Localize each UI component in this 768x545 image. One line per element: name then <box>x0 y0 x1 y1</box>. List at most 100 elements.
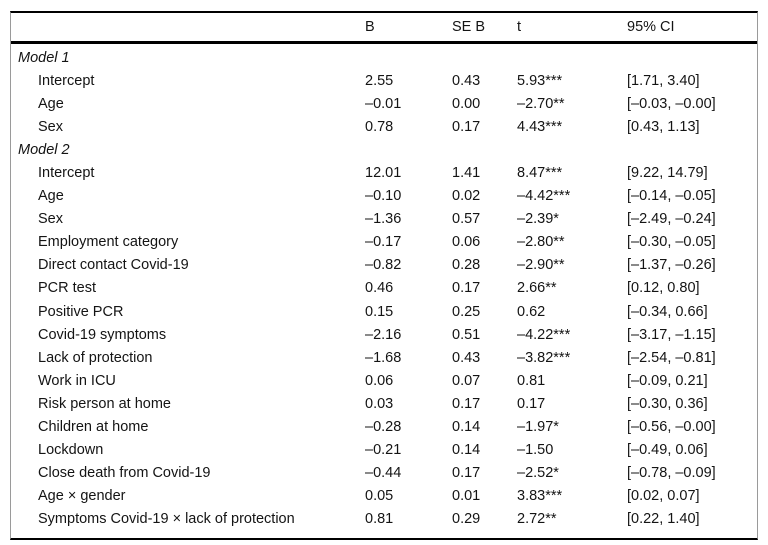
cell-ci: [–0.78, –0.09] <box>627 465 716 482</box>
row-label: Symptoms Covid-19 × lack of protection <box>38 511 295 528</box>
cell-t: –2.70** <box>517 95 565 112</box>
table-row: Age –0.10 0.02 –4.42*** [–0.14, –0.05] <box>11 185 757 208</box>
row-label: Age × gender <box>38 488 126 505</box>
cell-t: –2.52* <box>517 465 559 482</box>
cell-ci: [9.22, 14.79] <box>627 165 708 182</box>
table-row: Close death from Covid-19 –0.44 0.17 –2.52*… <box>11 462 757 485</box>
cell-ci: [0.43, 1.13] <box>627 118 700 135</box>
col-header-b: B <box>365 19 375 35</box>
row-label: Covid-19 symptoms <box>38 326 167 343</box>
cell-se-b: 0.57 <box>452 211 481 228</box>
cell-t: 2.72** <box>517 511 557 528</box>
cell-t: –1.50 <box>517 442 554 459</box>
cell-b: –0.01 <box>365 95 402 112</box>
table-row: Age × gender 0.05 0.01 3.83*** [0.02, 0.07] <box>11 485 757 508</box>
cell-se-b: 0.29 <box>452 511 481 528</box>
table-row: Age –0.01 0.00 –2.70** [–0.03, –0.00] <box>11 92 757 115</box>
cell-t: –4.42*** <box>517 188 571 205</box>
model-header-row: Model 2 <box>11 138 757 161</box>
cell-se-b: 0.01 <box>452 488 481 505</box>
col-header-se-b: SE B <box>452 19 486 35</box>
row-label: Sex <box>38 211 63 228</box>
cell-se-b: 0.14 <box>452 419 481 436</box>
cell-t: –2.39* <box>517 211 559 228</box>
table-body: Model 1 Intercept 2.55 0.43 5.93*** [1.71, 3.… <box>11 44 757 538</box>
cell-se-b: 0.00 <box>452 95 481 112</box>
table-row: Risk person at home 0.03 0.17 0.17 [–0.30, 0… <box>11 392 757 415</box>
cell-t: 3.83*** <box>517 488 563 505</box>
cell-ci: [–0.09, 0.21] <box>627 372 708 389</box>
cell-t: 0.17 <box>517 395 546 412</box>
cell-b: –2.16 <box>365 326 402 343</box>
row-label: Close death from Covid-19 <box>38 465 211 482</box>
cell-b: 0.05 <box>365 488 394 505</box>
cell-b: 0.81 <box>365 511 394 528</box>
table-row: Positive PCR 0.15 0.25 0.62 [–0.34, 0.66] <box>11 300 757 323</box>
cell-ci: [–0.56, –0.00] <box>627 419 716 436</box>
cell-ci: [–0.49, 0.06] <box>627 442 708 459</box>
row-label: Work in ICU <box>38 372 116 389</box>
row-label: Direct contact Covid-19 <box>38 257 189 274</box>
cell-b: 2.55 <box>365 72 394 89</box>
cell-ci: [–2.49, –0.24] <box>627 211 716 228</box>
table-row: Intercept 2.55 0.43 5.93*** [1.71, 3.40] <box>11 69 757 92</box>
cell-se-b: 0.17 <box>452 395 481 412</box>
table-header-row: B SE B t 95% CI <box>11 13 757 44</box>
cell-se-b: 0.02 <box>452 188 481 205</box>
table-row: Children at home –0.28 0.14 –1.97* [–0.56, –… <box>11 416 757 439</box>
row-label: Lack of protection <box>38 349 153 366</box>
row-label: Employment category <box>38 234 179 251</box>
cell-ci: [1.71, 3.40] <box>627 72 700 89</box>
cell-se-b: 0.51 <box>452 326 481 343</box>
cell-t: –2.90** <box>517 257 565 274</box>
cell-b: –0.10 <box>365 188 402 205</box>
cell-b: –0.21 <box>365 442 402 459</box>
cell-b: –0.28 <box>365 419 402 436</box>
row-label: Intercept <box>38 165 95 182</box>
table-row: Lockdown –0.21 0.14 –1.50 [–0.49, 0.06] <box>11 439 757 462</box>
cell-se-b: 0.07 <box>452 372 481 389</box>
row-label: Model 1 <box>18 49 70 66</box>
cell-se-b: 0.14 <box>452 442 481 459</box>
table-row: Covid-19 symptoms –2.16 0.51 –4.22*** [–3.17… <box>11 323 757 346</box>
row-label: Model 2 <box>18 141 70 158</box>
cell-se-b: 0.43 <box>452 349 481 366</box>
cell-ci: [–0.34, 0.66] <box>627 303 708 320</box>
row-label: Risk person at home <box>38 395 171 412</box>
cell-ci: [–2.54, –0.81] <box>627 349 716 366</box>
row-label: Positive PCR <box>38 303 124 320</box>
row-label: Lockdown <box>38 442 104 459</box>
cell-ci: [–0.03, –0.00] <box>627 95 716 112</box>
cell-ci: [0.22, 1.40] <box>627 511 700 528</box>
cell-ci: [–0.14, –0.05] <box>627 188 716 205</box>
cell-t: 0.62 <box>517 303 546 320</box>
cell-ci: [–0.30, 0.36] <box>627 395 708 412</box>
cell-b: –1.68 <box>365 349 402 366</box>
cell-se-b: 0.43 <box>452 72 481 89</box>
row-label: PCR test <box>38 280 97 297</box>
row-label: Age <box>38 188 64 205</box>
row-label: Intercept <box>38 72 95 89</box>
cell-b: 0.06 <box>365 372 394 389</box>
table-row: Symptoms Covid-19 × lack of protection 0.… <box>11 508 757 531</box>
cell-t: 4.43*** <box>517 118 563 135</box>
col-header-ci: 95% CI <box>627 19 675 35</box>
col-header-t: t <box>517 19 522 35</box>
table-row: Work in ICU 0.06 0.07 0.81 [–0.09, 0.21] <box>11 369 757 392</box>
cell-ci: [–0.30, –0.05] <box>627 234 716 251</box>
cell-b: 0.46 <box>365 280 394 297</box>
cell-b: 12.01 <box>365 165 402 182</box>
table-row: PCR test 0.46 0.17 2.66** [0.12, 0.80] <box>11 277 757 300</box>
table-row: Direct contact Covid-19 –0.82 0.28 –2.90** [… <box>11 254 757 277</box>
cell-se-b: 0.17 <box>452 118 481 135</box>
row-label: Age <box>38 95 64 112</box>
cell-b: 0.03 <box>365 395 394 412</box>
cell-se-b: 0.28 <box>452 257 481 274</box>
cell-t: 8.47*** <box>517 165 563 182</box>
cell-ci: [–3.17, –1.15] <box>627 326 716 343</box>
row-label: Sex <box>38 118 63 135</box>
cell-t: –4.22*** <box>517 326 571 343</box>
table-row: Intercept 12.01 1.41 8.47*** [9.22, 14.79] <box>11 161 757 184</box>
cell-b: –0.82 <box>365 257 402 274</box>
cell-b: –0.44 <box>365 465 402 482</box>
